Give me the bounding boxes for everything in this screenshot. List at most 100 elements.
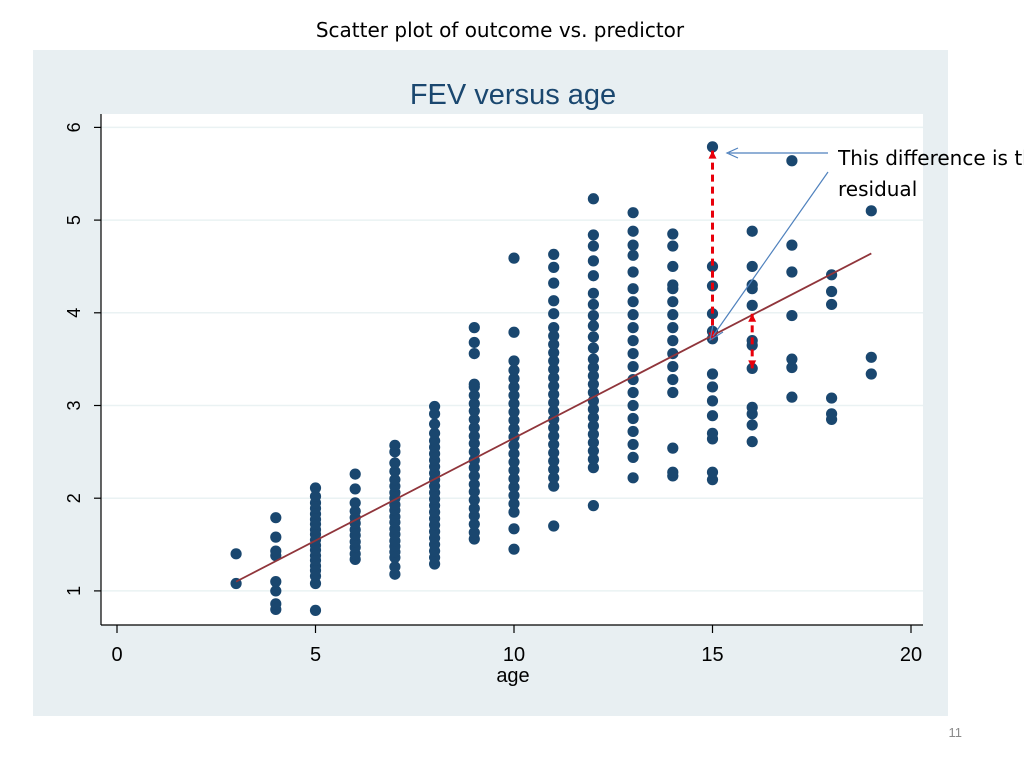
data-point bbox=[587, 320, 600, 332]
y-tick-label: 5 bbox=[64, 215, 84, 225]
data-point bbox=[468, 518, 480, 530]
data-point bbox=[468, 478, 480, 490]
data-point bbox=[627, 360, 639, 373]
data-point bbox=[309, 604, 322, 616]
data-point bbox=[508, 489, 520, 502]
page-number: 11 bbox=[948, 725, 963, 740]
data-point bbox=[548, 322, 560, 334]
data-point bbox=[786, 155, 798, 167]
data-point bbox=[746, 401, 758, 413]
data-point bbox=[746, 436, 758, 448]
data-point bbox=[468, 378, 480, 390]
chart-title: FEV versus age bbox=[410, 79, 616, 111]
data-point bbox=[389, 465, 401, 477]
data-point bbox=[468, 470, 480, 482]
data-point bbox=[548, 455, 560, 467]
data-point bbox=[667, 309, 679, 321]
y-tick-label: 1 bbox=[64, 586, 84, 596]
data-point bbox=[706, 395, 719, 407]
data-point bbox=[508, 414, 520, 426]
data-point bbox=[627, 266, 639, 278]
data-point bbox=[548, 380, 560, 392]
data-point bbox=[270, 531, 282, 543]
x-tick-label: 10 bbox=[503, 644, 525, 666]
data-point bbox=[508, 439, 520, 451]
data-point bbox=[627, 373, 639, 386]
data-point bbox=[508, 498, 520, 510]
data-point bbox=[627, 438, 639, 451]
data-point bbox=[468, 494, 480, 506]
data-point bbox=[349, 497, 361, 509]
data-point bbox=[468, 347, 480, 360]
data-point bbox=[587, 462, 600, 474]
data-point bbox=[627, 249, 639, 261]
y-tick-label: 6 bbox=[64, 122, 84, 132]
data-point bbox=[627, 399, 639, 412]
data-point bbox=[587, 403, 600, 415]
data-point bbox=[627, 239, 639, 251]
data-point bbox=[587, 287, 600, 299]
data-point bbox=[627, 225, 639, 237]
data-point bbox=[548, 261, 560, 273]
data-point bbox=[865, 205, 877, 217]
callout-line bbox=[712, 171, 829, 337]
data-point bbox=[786, 353, 798, 365]
data-point bbox=[468, 336, 480, 349]
data-point bbox=[548, 430, 560, 442]
data-point bbox=[468, 430, 480, 442]
data-point bbox=[468, 398, 480, 410]
data-point bbox=[389, 439, 401, 451]
data-point bbox=[508, 506, 520, 518]
data-point bbox=[786, 309, 798, 322]
data-point bbox=[826, 408, 838, 420]
data-point bbox=[667, 466, 679, 478]
data-point bbox=[865, 368, 877, 380]
data-point bbox=[587, 353, 600, 365]
data-point bbox=[548, 438, 560, 451]
data-point bbox=[627, 347, 639, 360]
data-point bbox=[587, 378, 600, 390]
data-point bbox=[548, 277, 560, 289]
data-points bbox=[230, 141, 877, 616]
data-point bbox=[548, 480, 560, 492]
data-point bbox=[826, 298, 838, 311]
data-point bbox=[706, 141, 719, 153]
data-point bbox=[667, 360, 679, 373]
data-point bbox=[706, 427, 719, 439]
data-point bbox=[667, 335, 679, 347]
data-point bbox=[548, 355, 560, 367]
data-point bbox=[826, 392, 838, 404]
data-point bbox=[786, 239, 798, 251]
data-point bbox=[389, 561, 401, 573]
data-point bbox=[270, 598, 282, 610]
data-point bbox=[508, 523, 520, 535]
data-point bbox=[389, 474, 401, 486]
data-point bbox=[508, 464, 520, 476]
y-tick-label: 3 bbox=[64, 400, 84, 410]
data-point bbox=[746, 279, 758, 291]
annotation-line-1: This difference is the bbox=[838, 146, 1024, 170]
data-point bbox=[548, 463, 560, 476]
data-point bbox=[587, 500, 600, 512]
data-point bbox=[508, 252, 520, 264]
data-point bbox=[587, 193, 600, 205]
data-point bbox=[548, 295, 560, 307]
data-point bbox=[548, 248, 560, 260]
data-point bbox=[667, 322, 679, 334]
data-point bbox=[627, 322, 639, 334]
data-point bbox=[270, 576, 282, 588]
data-point bbox=[746, 225, 758, 237]
data-point bbox=[548, 338, 560, 350]
data-point bbox=[786, 361, 798, 374]
data-point bbox=[389, 457, 401, 469]
regression-line bbox=[235, 252, 872, 583]
data-point bbox=[429, 418, 441, 430]
data-point bbox=[587, 309, 600, 322]
data-point bbox=[309, 490, 322, 502]
data-point bbox=[468, 322, 480, 334]
data-point bbox=[667, 386, 679, 399]
data-point bbox=[587, 240, 600, 252]
data-point bbox=[627, 296, 639, 308]
data-point bbox=[746, 299, 758, 311]
data-point bbox=[786, 391, 798, 403]
